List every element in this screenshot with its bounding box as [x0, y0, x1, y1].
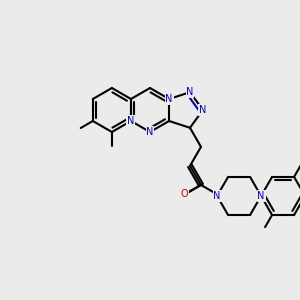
- Text: N: N: [199, 105, 207, 115]
- Text: N: N: [257, 191, 265, 201]
- Text: N: N: [186, 87, 194, 97]
- Text: N: N: [146, 127, 154, 137]
- Text: O: O: [181, 189, 189, 199]
- Text: N: N: [165, 94, 173, 104]
- Text: N: N: [127, 116, 135, 126]
- Text: N: N: [213, 191, 221, 201]
